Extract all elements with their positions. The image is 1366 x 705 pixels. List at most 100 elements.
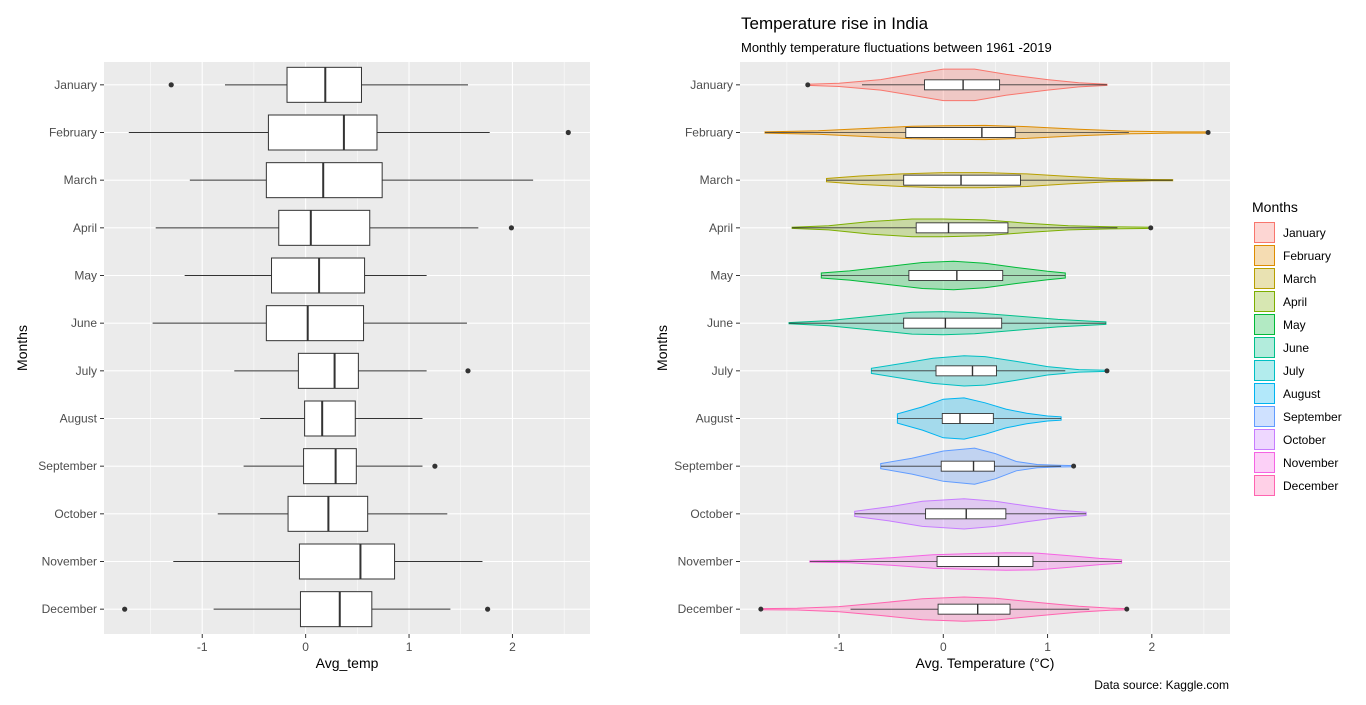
violin-december-outlier (1124, 606, 1130, 612)
legend: Months JanuaryFebruaryMarchAprilMayJuneJ… (1252, 199, 1342, 496)
legend-item-august-key (1254, 383, 1275, 404)
boxplot-december-outlier (485, 606, 491, 612)
violin-november-box (936, 556, 1034, 567)
boxplot-y-tick-february: February (49, 126, 97, 140)
boxplot-x-axis-title: Avg_temp (316, 655, 379, 671)
violin-y-tick-march: March (700, 173, 733, 187)
boxplot-y-tick-january: January (54, 78, 97, 92)
legend-items: January February March April May June July Augu… (1254, 222, 1342, 496)
legend-item-december-key (1254, 475, 1275, 496)
legend-item-june-key (1254, 337, 1275, 358)
boxplot-marks (122, 66, 571, 628)
boxplot-panel: January February March April May June July Augu… (14, 62, 590, 671)
legend-item-february-label: February (1283, 249, 1331, 263)
boxplot-x-tick-1: 1 (406, 640, 413, 654)
violin-february-box (905, 127, 1016, 138)
violin-x-tick-1: 1 (1044, 640, 1051, 654)
violin-december-outlier (758, 606, 764, 612)
legend-item-may-key (1254, 314, 1275, 335)
legend-item-september-label: September (1283, 410, 1342, 424)
violin-y-tick-august: August (696, 412, 734, 426)
legend-item-december-key-bg (1254, 475, 1275, 496)
legend-item-november-key (1254, 452, 1275, 473)
legend-item-march-key-bg (1254, 268, 1275, 289)
boxplot-may-box (271, 257, 366, 294)
boxplot-y-tick-may: May (74, 269, 97, 283)
chart-caption: Data source: Kaggle.com (1094, 678, 1229, 692)
legend-item-august-label: August (1283, 387, 1321, 401)
legend-item-october-key-bg (1254, 429, 1275, 450)
violin-x-tick-0: 0 (940, 640, 947, 654)
violin-y-tick-april: April (709, 221, 733, 235)
violin-january-box (924, 79, 1001, 91)
legend-item-january-key-bg (1254, 222, 1275, 243)
boxplot-x-tick-2: 2 (509, 640, 516, 654)
violin-y-tick-july: July (712, 364, 733, 378)
legend-item-september-key-bg (1254, 406, 1275, 427)
legend-item-january-label: January (1283, 226, 1326, 240)
legend-item-february-key-bg (1254, 245, 1275, 266)
violin-y-tick-january: January (690, 78, 733, 92)
violin-plot-background (740, 62, 1230, 634)
boxplot-january-box (286, 66, 362, 103)
legend-item-june-label: June (1283, 341, 1309, 355)
boxplot-y-ticks: January February March April May June July Augu… (38, 78, 104, 616)
violin-september-outlier (1071, 463, 1077, 469)
legend-item-february-key (1254, 245, 1275, 266)
legend-item-june-key-bg (1254, 337, 1275, 358)
violin-marks (758, 68, 1211, 622)
legend-item-april-key (1254, 291, 1275, 312)
legend-item-november-label: November (1283, 456, 1338, 470)
legend-item-november-key-bg (1254, 452, 1275, 473)
legend-item-january-key (1254, 222, 1275, 243)
violin-y-tick-june: June (707, 316, 733, 330)
violin-july-outlier (1104, 368, 1110, 374)
boxplot-y-tick-december: December (42, 602, 97, 616)
violin-y-tick-may: May (710, 269, 733, 283)
legend-item-march-label: March (1283, 272, 1316, 286)
legend-item-august-key-bg (1254, 383, 1275, 404)
boxplot-september-outlier (432, 463, 438, 469)
boxplot-y-tick-march: March (64, 173, 97, 187)
violin-y-tick-february: February (685, 126, 733, 140)
violin-february-outlier (1205, 130, 1211, 135)
violin-january-outlier (805, 82, 811, 88)
boxplot-february-outlier (565, 129, 571, 136)
legend-item-october-key (1254, 429, 1275, 450)
boxplot-july-box (297, 352, 359, 389)
violin-december-box (937, 603, 1011, 615)
violin-y-tick-november: November (678, 555, 733, 569)
chart-title: Temperature rise in India (741, 14, 929, 33)
violin-august-box (941, 413, 994, 424)
boxplot-november-box (298, 543, 396, 580)
boxplot-y-tick-november: November (42, 555, 97, 569)
legend-item-october-label: October (1283, 433, 1326, 447)
legend-item-march-key (1254, 268, 1275, 289)
boxplot-plot-background (104, 62, 590, 634)
violin-july-box (935, 365, 997, 377)
violin-y-tick-october: October (690, 507, 733, 521)
violin-x-tick-minus1: -1 (834, 640, 845, 654)
violin-x-ticks: -1 0 1 2 (834, 634, 1155, 654)
violin-september-box (940, 460, 995, 472)
violin-x-axis-title: Avg. Temperature (°C) (916, 655, 1055, 671)
legend-item-may-label: May (1283, 318, 1306, 332)
violin-march-box (903, 174, 1021, 186)
violin-y-tick-september: September (674, 459, 733, 473)
boxplot-x-tick-minus1: -1 (197, 640, 208, 654)
legend-item-july-label: July (1283, 364, 1304, 378)
violin-april-box (915, 222, 1009, 234)
violin-panel: Temperature rise in India Monthly temper… (654, 14, 1230, 692)
boxplot-y-tick-august: August (60, 412, 98, 426)
violin-y-axis-title: Months (654, 325, 670, 371)
boxplot-june-box (265, 305, 365, 342)
legend-item-may-key-bg (1254, 314, 1275, 335)
chart-subtitle: Monthly temperature fluctuations between… (741, 40, 1052, 55)
boxplot-december-outlier (122, 606, 128, 612)
legend-item-september-key (1254, 406, 1275, 427)
boxplot-july-outlier (465, 368, 471, 374)
boxplot-x-tick-0: 0 (302, 640, 309, 654)
violin-x-tick-2: 2 (1148, 640, 1155, 654)
boxplot-september-box (303, 448, 357, 485)
